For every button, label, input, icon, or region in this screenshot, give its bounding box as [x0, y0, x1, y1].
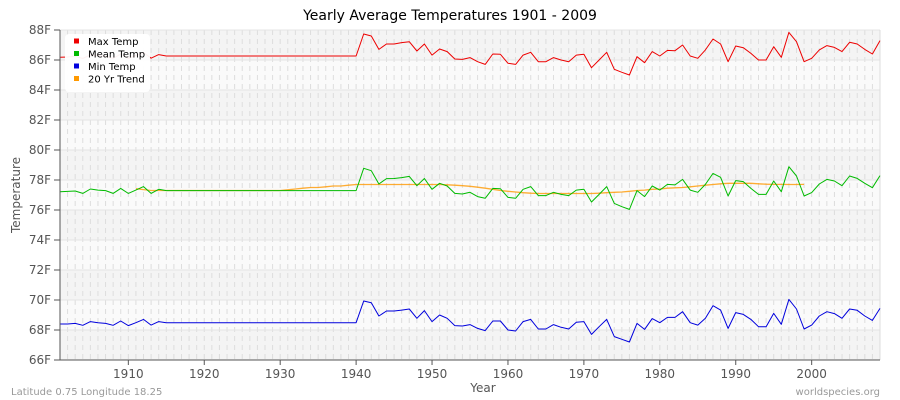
series-lines [59, 31, 881, 343]
legend-swatch-icon [74, 51, 79, 56]
x-tick-label: 1940 [341, 367, 372, 381]
legend-label: 20 Yr Trend [88, 75, 145, 86]
legend-item-max-temp: Max Temp [74, 37, 139, 48]
plot-band [60, 210, 880, 240]
y-tick-label: 84F [29, 83, 51, 97]
y-tick-label: 68F [29, 323, 51, 337]
location-caption: Latitude 0.75 Longitude 18.25 [11, 387, 162, 398]
y-tick-label: 70F [29, 293, 51, 307]
y-tick-label: 76F [29, 203, 51, 217]
y-tick-label: 86F [29, 53, 51, 67]
plot-band [60, 120, 880, 150]
y-tick-label: 80F [29, 143, 51, 157]
series-line-max-temp [59, 31, 881, 76]
x-tick-label: 2000 [796, 367, 827, 381]
x-tick-label: 1990 [720, 367, 751, 381]
legend-swatch-icon [74, 76, 79, 81]
y-tick-label: 72F [29, 263, 51, 277]
y-tick-label: 78F [29, 173, 51, 187]
y-axis-label: Temperature [9, 157, 23, 234]
series-line-min-temp [60, 298, 881, 343]
x-tick-label: 1930 [265, 367, 296, 381]
axes: 66F 68F 70F 72F 74F 76F 78F 80F 82F 84F 86F 88F 1910… [29, 23, 880, 381]
source-credit: worldspecies.org [796, 387, 880, 398]
x-tick-label: 1920 [189, 367, 220, 381]
y-tick-label: 66F [29, 353, 51, 367]
legend-swatch-icon [74, 38, 79, 44]
x-tick-label: 1910 [113, 367, 144, 381]
x-tick-label: 1970 [569, 367, 600, 381]
y-tick-label: 88F [29, 23, 51, 37]
x-tick-label: 1980 [645, 367, 676, 381]
x-axis-label: Year [469, 381, 495, 395]
legend-item-20yr-trend: 20 Yr Trend [74, 75, 145, 86]
legend-label: Mean Temp [88, 50, 145, 61]
chart-title: Yearly Average Temperatures 1901 - 2009 [302, 8, 597, 24]
x-tick-label: 1950 [417, 367, 448, 381]
y-tick-label: 82F [29, 113, 51, 127]
legend-swatch-icon [74, 63, 79, 69]
legend-item-min-temp: Min Temp [74, 62, 136, 73]
legend-box [65, 34, 150, 92]
legend: Max Temp Mean Temp Min Temp 20 Yr Trend [65, 34, 150, 92]
x-tick-label: 1960 [493, 367, 524, 381]
legend-item-mean-temp: Mean Temp [74, 50, 145, 61]
y-tick-label: 74F [29, 233, 51, 247]
legend-label: Min Temp [88, 62, 136, 73]
series-line-mean-temp [59, 166, 881, 210]
legend-label: Max Temp [88, 37, 139, 48]
